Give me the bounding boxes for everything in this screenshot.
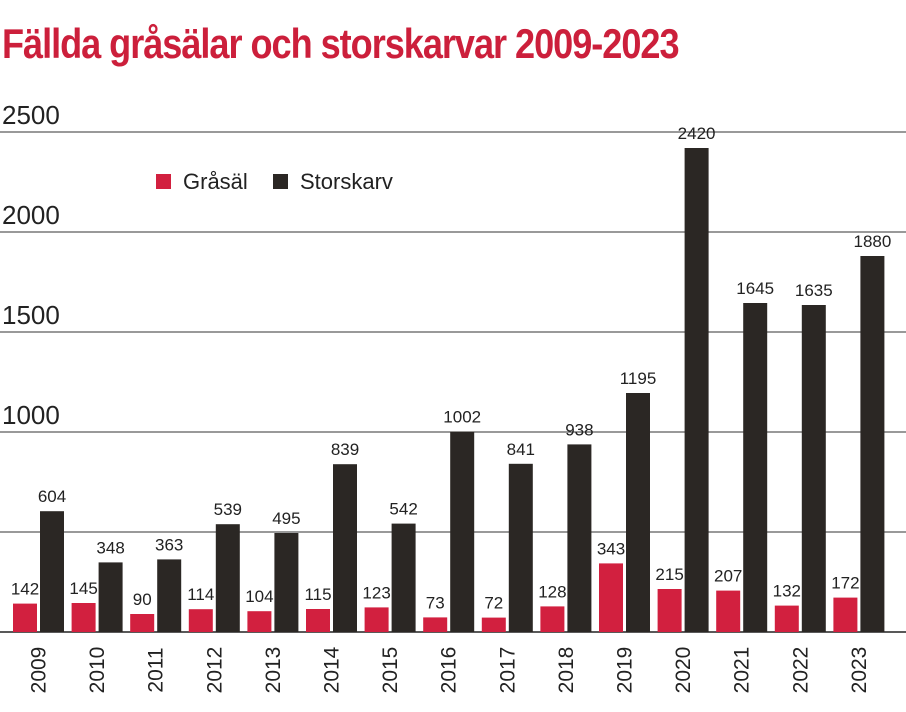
data-label-storskarv-2009: 604 xyxy=(38,487,66,506)
x-tick-label-2015: 2015 xyxy=(379,647,402,694)
data-label-gråsäl-2018: 128 xyxy=(538,582,566,601)
bar-storskarv-2014 xyxy=(333,464,357,632)
x-tick-label-2021: 2021 xyxy=(731,647,754,694)
data-label-storskarv-2021: 1645 xyxy=(736,279,774,298)
bar-gråsäl-2018 xyxy=(540,606,565,632)
data-label-gråsäl-2011: 90 xyxy=(133,590,152,609)
bar-storskarv-2010 xyxy=(98,562,123,632)
y-tick-label: 2000 xyxy=(2,200,60,230)
data-label-gråsäl-2016: 73 xyxy=(426,593,445,612)
bar-storskarv-2016 xyxy=(450,431,475,632)
legend: Gråsäl Storskarv xyxy=(156,169,393,194)
bar-gråsäl-2022 xyxy=(774,605,799,632)
x-tick-label-2011: 2011 xyxy=(145,647,168,692)
x-tick-label-2023: 2023 xyxy=(848,647,871,694)
y-axis-ticks: 2500 2000 1500 1000 xyxy=(2,100,60,430)
bar-gråsäl-2023 xyxy=(833,597,858,632)
data-label-gråsäl-2014: 115 xyxy=(304,585,331,604)
x-tick-label-2012: 2012 xyxy=(203,647,226,694)
bar-gråsäl-2020 xyxy=(657,589,682,632)
bar-storskarv-2015 xyxy=(391,523,416,632)
x-tick-label-2019: 2019 xyxy=(614,647,637,694)
y-tick-label: 2500 xyxy=(2,100,60,130)
bar-storskarv-2018 xyxy=(567,444,592,632)
x-tick-label-2010: 2010 xyxy=(86,647,109,694)
bar-gråsäl-2015 xyxy=(364,607,389,632)
bar-storskarv-2012 xyxy=(215,524,240,632)
bar-gråsäl-2013 xyxy=(247,611,272,632)
data-label-storskarv-2016: 1002 xyxy=(443,408,481,427)
legend-label-storskarv: Storskarv xyxy=(300,169,393,194)
data-label-gråsäl-2020: 215 xyxy=(655,565,683,584)
bar-storskarv-2023 xyxy=(860,256,885,632)
legend-swatch-gråsäl xyxy=(156,174,171,189)
data-label-storskarv-2018: 938 xyxy=(565,420,593,439)
x-tick-label-2020: 2020 xyxy=(672,647,695,694)
x-axis-ticks: 2009 2010 2011 2012 2013 2014 2015 2016 2017 2018… xyxy=(28,646,871,693)
x-tick-label-2022: 2022 xyxy=(789,647,812,694)
data-label-gråsäl-2010: 145 xyxy=(69,579,97,598)
x-tick-label-2013: 2013 xyxy=(262,647,285,694)
data-label-gråsäl-2017: 72 xyxy=(484,594,503,613)
bar-storskarv-2013 xyxy=(274,533,299,632)
x-tick-label-2018: 2018 xyxy=(555,647,578,694)
bar-gråsäl-2014 xyxy=(306,609,330,632)
x-tick-label-2014: 2014 xyxy=(321,646,344,693)
data-label-storskarv-2014: 839 xyxy=(331,440,359,459)
data-label-storskarv-2011: 363 xyxy=(155,535,183,554)
data-label-gråsäl-2022: 132 xyxy=(773,582,801,601)
bar-storskarv-2009 xyxy=(40,511,64,632)
data-label-storskarv-2012: 539 xyxy=(214,500,242,519)
data-label-storskarv-2022: 1635 xyxy=(795,281,833,300)
data-label-storskarv-2023: 1880 xyxy=(853,232,891,251)
x-tick-label-2016: 2016 xyxy=(438,647,461,694)
bar-storskarv-2011 xyxy=(157,559,182,632)
x-tick-label-2017: 2017 xyxy=(496,647,519,694)
data-label-storskarv-2017: 841 xyxy=(507,440,535,459)
bar-gråsäl-2019 xyxy=(599,563,623,632)
y-tick-label: 1000 xyxy=(2,400,60,430)
bar-storskarv-2020 xyxy=(684,148,709,632)
chart-title: Fällda gråsälar och storskarvar 2009-202… xyxy=(2,20,680,67)
data-label-storskarv-2013: 495 xyxy=(272,509,300,528)
legend-swatch-storskarv xyxy=(273,174,288,189)
legend-label-gråsäl: Gråsäl xyxy=(183,169,248,194)
bar-gråsäl-2021 xyxy=(716,590,741,632)
y-tick-label: 1500 xyxy=(2,300,60,330)
data-label-storskarv-2020: 2420 xyxy=(678,124,716,143)
bar-storskarv-2019 xyxy=(626,393,650,632)
bars xyxy=(13,148,885,632)
bar-storskarv-2021 xyxy=(743,303,768,632)
data-label-storskarv-2010: 348 xyxy=(96,538,124,557)
data-label-gråsäl-2021: 207 xyxy=(714,567,742,586)
data-label-gråsäl-2015: 123 xyxy=(362,583,390,602)
bar-gråsäl-2012 xyxy=(188,609,213,632)
data-label-gråsäl-2013: 104 xyxy=(245,587,273,606)
data-label-gråsäl-2009: 142 xyxy=(11,580,39,599)
data-label-gråsäl-2023: 172 xyxy=(831,574,859,593)
bar-gråsäl-2016 xyxy=(423,617,448,632)
bar-gråsäl-2009 xyxy=(13,603,37,632)
data-label-gråsäl-2019: 343 xyxy=(597,539,625,558)
data-labels: 142 604 145 348 90 363 114 539 104 495 115 839 123 54… xyxy=(11,124,892,613)
data-label-storskarv-2015: 542 xyxy=(389,500,417,519)
bar-storskarv-2017 xyxy=(508,463,533,632)
data-label-storskarv-2019: 1195 xyxy=(620,369,657,388)
bar-storskarv-2022 xyxy=(801,305,826,632)
x-tick-label-2009: 2009 xyxy=(28,647,51,694)
data-label-gråsäl-2012: 114 xyxy=(187,585,214,604)
bar-gråsäl-2010 xyxy=(71,603,96,632)
bar-gråsäl-2017 xyxy=(481,617,506,632)
bar-gråsäl-2011 xyxy=(130,614,155,632)
